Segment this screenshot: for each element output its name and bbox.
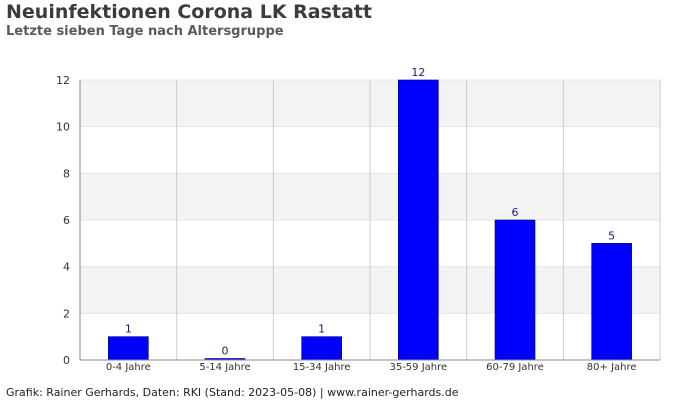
y-tick-label: 10 bbox=[56, 121, 70, 134]
bar-3 bbox=[301, 336, 342, 361]
source-credit: Grafik: Rainer Gerhards, Daten: RKI (Sta… bbox=[6, 386, 459, 399]
y-tick-label: 8 bbox=[63, 167, 70, 180]
bars bbox=[108, 79, 632, 361]
y-tick-label: 4 bbox=[63, 261, 70, 274]
bar-5 bbox=[494, 219, 536, 361]
bar-6 bbox=[591, 243, 632, 361]
bar-4 bbox=[398, 79, 439, 361]
data-labels: 1 0 1 12 6 5 bbox=[125, 66, 615, 358]
x-tick-labels: 0-4 Jahre 5-14 Jahre 15-34 Jahre 35-59 Jahr… bbox=[106, 362, 637, 373]
data-label-4: 12 bbox=[411, 66, 425, 79]
y-tick-label: 6 bbox=[63, 214, 70, 227]
vertical-gridlines bbox=[176, 80, 661, 360]
chart-subtitle: Letzte sieben Tage nach Altersgruppe bbox=[6, 24, 284, 39]
y-tick-label: 12 bbox=[56, 74, 70, 87]
data-label-1: 1 bbox=[125, 323, 132, 336]
chart-title: Neuinfektionen Corona LK Rastatt bbox=[6, 1, 373, 23]
bar-1 bbox=[108, 336, 149, 361]
data-label-5: 6 bbox=[512, 206, 519, 219]
data-label-2: 0 bbox=[222, 345, 229, 358]
x-tick-label-1: 0-4 Jahre bbox=[106, 362, 151, 373]
data-label-3: 1 bbox=[318, 323, 325, 336]
x-tick-label-3: 15-34 Jahre bbox=[293, 362, 351, 373]
y-tick-label: 0 bbox=[63, 354, 70, 367]
y-tick-label: 2 bbox=[63, 307, 70, 320]
data-label-6: 5 bbox=[608, 229, 615, 242]
x-tick-label-4: 35-59 Jahre bbox=[389, 362, 447, 373]
x-tick-label-5: 60-79 Jahre bbox=[486, 362, 544, 373]
y-tick-labels: 0 2 4 6 8 10 12 bbox=[56, 74, 70, 367]
x-tick-label-6: 80+ Jahre bbox=[587, 362, 637, 373]
x-tick-label-2: 5-14 Jahre bbox=[199, 362, 250, 373]
axes bbox=[79, 80, 660, 361]
